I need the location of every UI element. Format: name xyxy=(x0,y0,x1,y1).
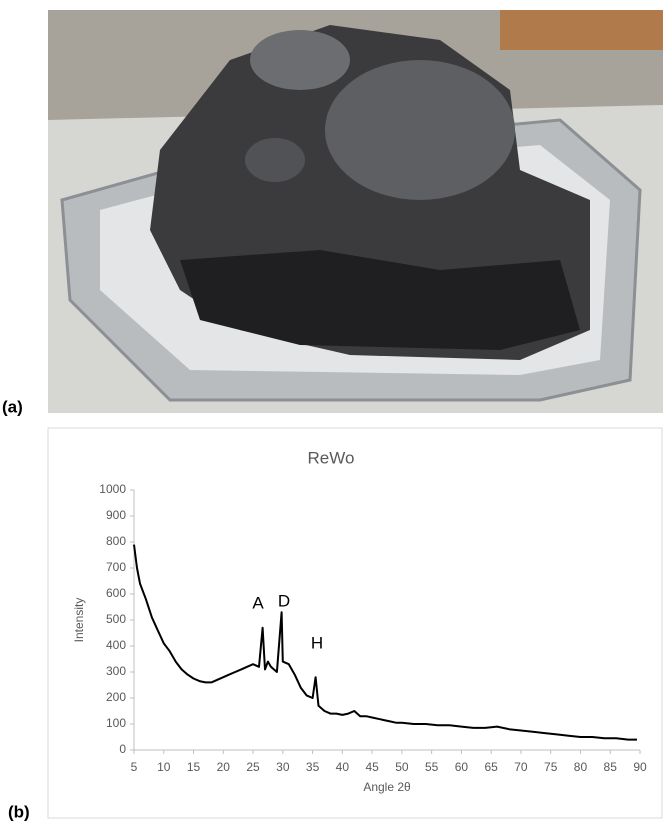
x-tick-label: 30 xyxy=(276,760,290,774)
photo xyxy=(48,10,663,413)
x-tick-label: 50 xyxy=(395,760,409,774)
annotation: A xyxy=(252,593,264,612)
x-tick-label: 85 xyxy=(604,760,618,774)
y-tick-label: 500 xyxy=(106,612,126,626)
panel-label: (a) xyxy=(2,397,23,416)
x-tick-label: 90 xyxy=(633,760,647,774)
x-tick-label: 65 xyxy=(484,760,498,774)
chart-title: ReWo xyxy=(308,448,355,467)
x-tick-label: 80 xyxy=(574,760,588,774)
y-axis-label: Intensity xyxy=(72,598,86,643)
x-axis-label: Angle 2θ xyxy=(363,780,411,794)
y-tick-label: 600 xyxy=(106,586,126,600)
y-tick-label: 100 xyxy=(106,716,126,730)
x-tick-label: 75 xyxy=(544,760,558,774)
x-tick-label: 20 xyxy=(217,760,231,774)
x-tick-label: 35 xyxy=(306,760,320,774)
x-tick-label: 5 xyxy=(131,760,138,774)
y-tick-label: 800 xyxy=(106,534,126,548)
y-tick-label: 1000 xyxy=(99,482,126,496)
y-tick-label: 0 xyxy=(119,742,126,756)
y-tick-label: 300 xyxy=(106,664,126,678)
x-tick-label: 60 xyxy=(455,760,469,774)
x-tick-label: 55 xyxy=(425,760,439,774)
y-tick-label: 700 xyxy=(106,560,126,574)
chart-frame xyxy=(48,428,662,818)
x-tick-label: 10 xyxy=(157,760,171,774)
x-tick-label: 45 xyxy=(365,760,379,774)
panel-label: (b) xyxy=(8,802,30,821)
annotation: D xyxy=(278,591,290,610)
figure: (a) ReWo Angle 2θ Intensity A D H (b) 0 1… xyxy=(0,0,663,822)
x-tick-label: 15 xyxy=(187,760,201,774)
y-tick-label: 900 xyxy=(106,508,126,522)
y-tick-label: 400 xyxy=(106,638,126,652)
y-tick-label: 200 xyxy=(106,690,126,704)
annotation: H xyxy=(311,633,323,652)
x-tick-label: 25 xyxy=(246,760,260,774)
x-tick-label: 70 xyxy=(514,760,528,774)
x-tick-label: 40 xyxy=(336,760,350,774)
